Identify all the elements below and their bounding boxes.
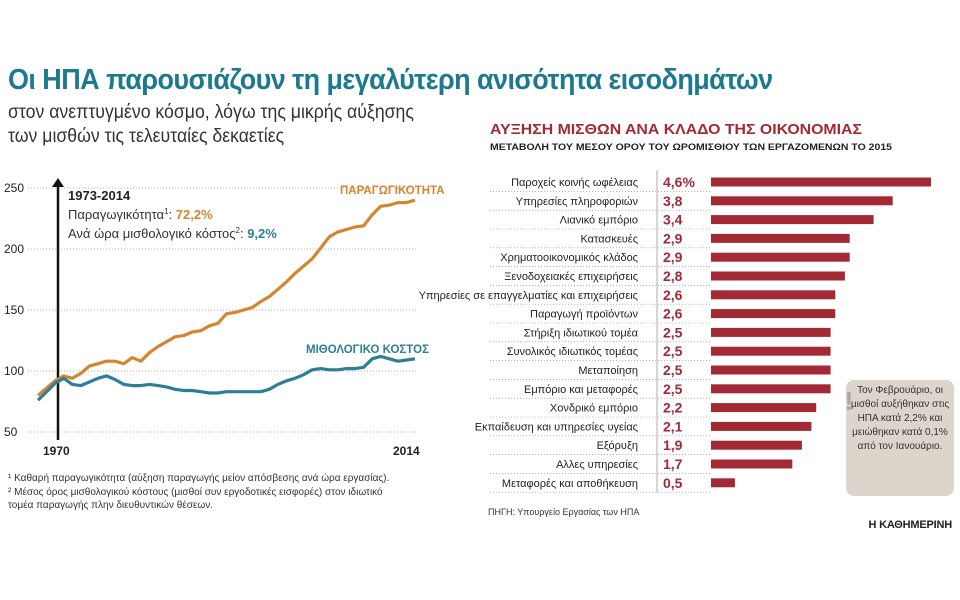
category-label: Εκπαίδευση και υπηρεσίες υγείας: [475, 421, 638, 433]
bar: [711, 384, 831, 394]
category-label: Μεταφορές και αποθήκευση: [502, 478, 638, 490]
category-label: Ξενοδοχειακές επιχειρήσεις: [504, 271, 638, 283]
category-label: Κατασκευές: [580, 233, 638, 245]
category-label: Υπηρεσίες πληροφοριών: [516, 196, 639, 208]
value-label: 2,9: [663, 230, 683, 246]
bar: [711, 403, 817, 413]
y-tick-label: 50: [4, 425, 18, 439]
bar: [711, 459, 793, 469]
value-label: 2,9: [663, 249, 683, 265]
value-label: 2,5: [663, 362, 683, 378]
bar: [711, 290, 836, 300]
series-line-wage-cost: [36, 354, 416, 402]
value-label: 3,4: [663, 212, 683, 228]
bar: [711, 271, 845, 281]
y-tick-label: 150: [4, 303, 24, 317]
legend-productivity: ΠΑΡΑΓΩΓΙΚΟΤΗΤΑ: [340, 185, 445, 197]
x-tick-label: 1970: [43, 444, 70, 458]
subtitle-line-2: των μισθών τις τελευταίες δεκαετίες: [8, 126, 285, 147]
category-label: Μεταποίηση: [578, 365, 638, 377]
y-tick-label: 200: [4, 242, 24, 256]
category-label: Συνολικός ιδιωτικός τομέας: [507, 346, 638, 358]
value-label: 1,9: [663, 437, 683, 453]
bar: [711, 440, 802, 450]
bar: [711, 346, 831, 356]
footnote-2-line-2: τομέα παραγωγής πλην διευθυντικών θέσεων…: [8, 500, 213, 511]
bar: [711, 365, 831, 375]
category-label: Χονδρικό εμπόριο: [550, 403, 638, 415]
bar: [711, 327, 831, 337]
annotation-cost-value: 9,2%: [247, 226, 277, 241]
value-label: 0,5: [663, 475, 683, 491]
bar: [711, 309, 836, 319]
bar: [711, 215, 874, 225]
value-label: 2,5: [663, 324, 683, 340]
value-label: 1,7: [663, 456, 683, 472]
category-label: Παραγωγή προϊόντων: [530, 309, 638, 321]
bar: [711, 177, 931, 187]
bar-chart-subtitle: ΜΕΤΑΒΟΛΗ ΤΟΥ ΜΕΣΟΥ ΟΡΟΥ ΤΟΥ ΩΡΟΜΙΣΘΙΟΥ Τ…: [490, 142, 893, 153]
bar: [711, 252, 850, 262]
note-box: [846, 380, 954, 496]
category-label: Λιανικό εμπόριο: [560, 215, 638, 227]
category-label: Εμπόριο και μεταφορές: [524, 384, 638, 396]
exclamation-icon: !: [844, 386, 854, 416]
annotation-productivity-value: 72,2%: [176, 207, 213, 222]
bar: [711, 233, 850, 243]
value-label: 2,1: [663, 418, 683, 434]
page-title: Οι ΗΠΑ παρουσιάζουν τη μεγαλύτερη ανισότ…: [8, 64, 773, 96]
annotation-period: 1973-2014: [68, 188, 131, 203]
category-label: Στήριξη ιδιωτικού τομέα: [524, 327, 639, 339]
value-label: 2,5: [663, 343, 683, 359]
value-label: 2,8: [663, 268, 683, 284]
bar: [711, 196, 893, 206]
y-tick-label: 250: [4, 181, 24, 195]
category-label: Αλλες υπηρεσίες: [556, 459, 638, 471]
bar: [711, 478, 735, 488]
category-label: Παροχείς κοινής ωφέλειας: [511, 177, 638, 189]
x-tick-label: 2014: [393, 444, 420, 458]
bar-chart-title: ΑΥΞΗΣΗ ΜΙΣΘΩΝ ΑΝΑ ΚΛΑΔΟ ΤΗΣ ΟΙΚΟΝΟΜΙΑΣ: [490, 121, 862, 138]
value-label: 2,2: [663, 400, 683, 416]
annotation-cost: Ανά ώρα μισθολογικό κόστος2: 9,2%: [68, 226, 277, 241]
bar: [711, 421, 812, 431]
category-label: Υπηρεσίες σε επαγγελματίες και επιχειρήσ…: [419, 290, 638, 302]
publisher-logo: Η ΚΑΘΗΜΕΡΙΝΗ: [868, 519, 953, 531]
category-label: Χρηματοοικονομικός κλάδος: [500, 252, 638, 264]
arrow-up-icon: [52, 178, 64, 187]
category-label: Εξόρυξη: [597, 440, 638, 452]
value-label: 2,6: [663, 306, 683, 322]
value-label: 2,6: [663, 287, 683, 303]
value-label: 2,5: [663, 381, 683, 397]
note-text: Τον Φεβρουάριο, οι μισθοί αυξήθηκαν στις…: [850, 385, 950, 452]
annotation-productivity: Παραγωγικότητα1: 72,2%: [68, 207, 213, 222]
source-label: ΠΗΓΗ: Υπουργείο Εργασίας των ΗΠΑ: [488, 507, 640, 517]
value-label: 4,6%: [663, 174, 695, 190]
footnote-1: ¹ Καθαρή παραγωγικότητα (αύξηση παραγωγή…: [8, 473, 390, 484]
legend-wage-cost: ΜΙΘΟΛΟΓΙΚΟ ΚΟΣΤΟΣ: [306, 344, 429, 356]
y-tick-label: 100: [4, 364, 24, 378]
footnote-2-line-1: ² Μέσος όρος μισθολογικού κόστους (μισθο…: [8, 487, 383, 498]
subtitle-line-1: στον ανεπτυγμένο κόσμο, λόγω της μικρής …: [8, 102, 414, 123]
series-line-productivity: [36, 198, 416, 397]
value-label: 3,8: [663, 193, 683, 209]
